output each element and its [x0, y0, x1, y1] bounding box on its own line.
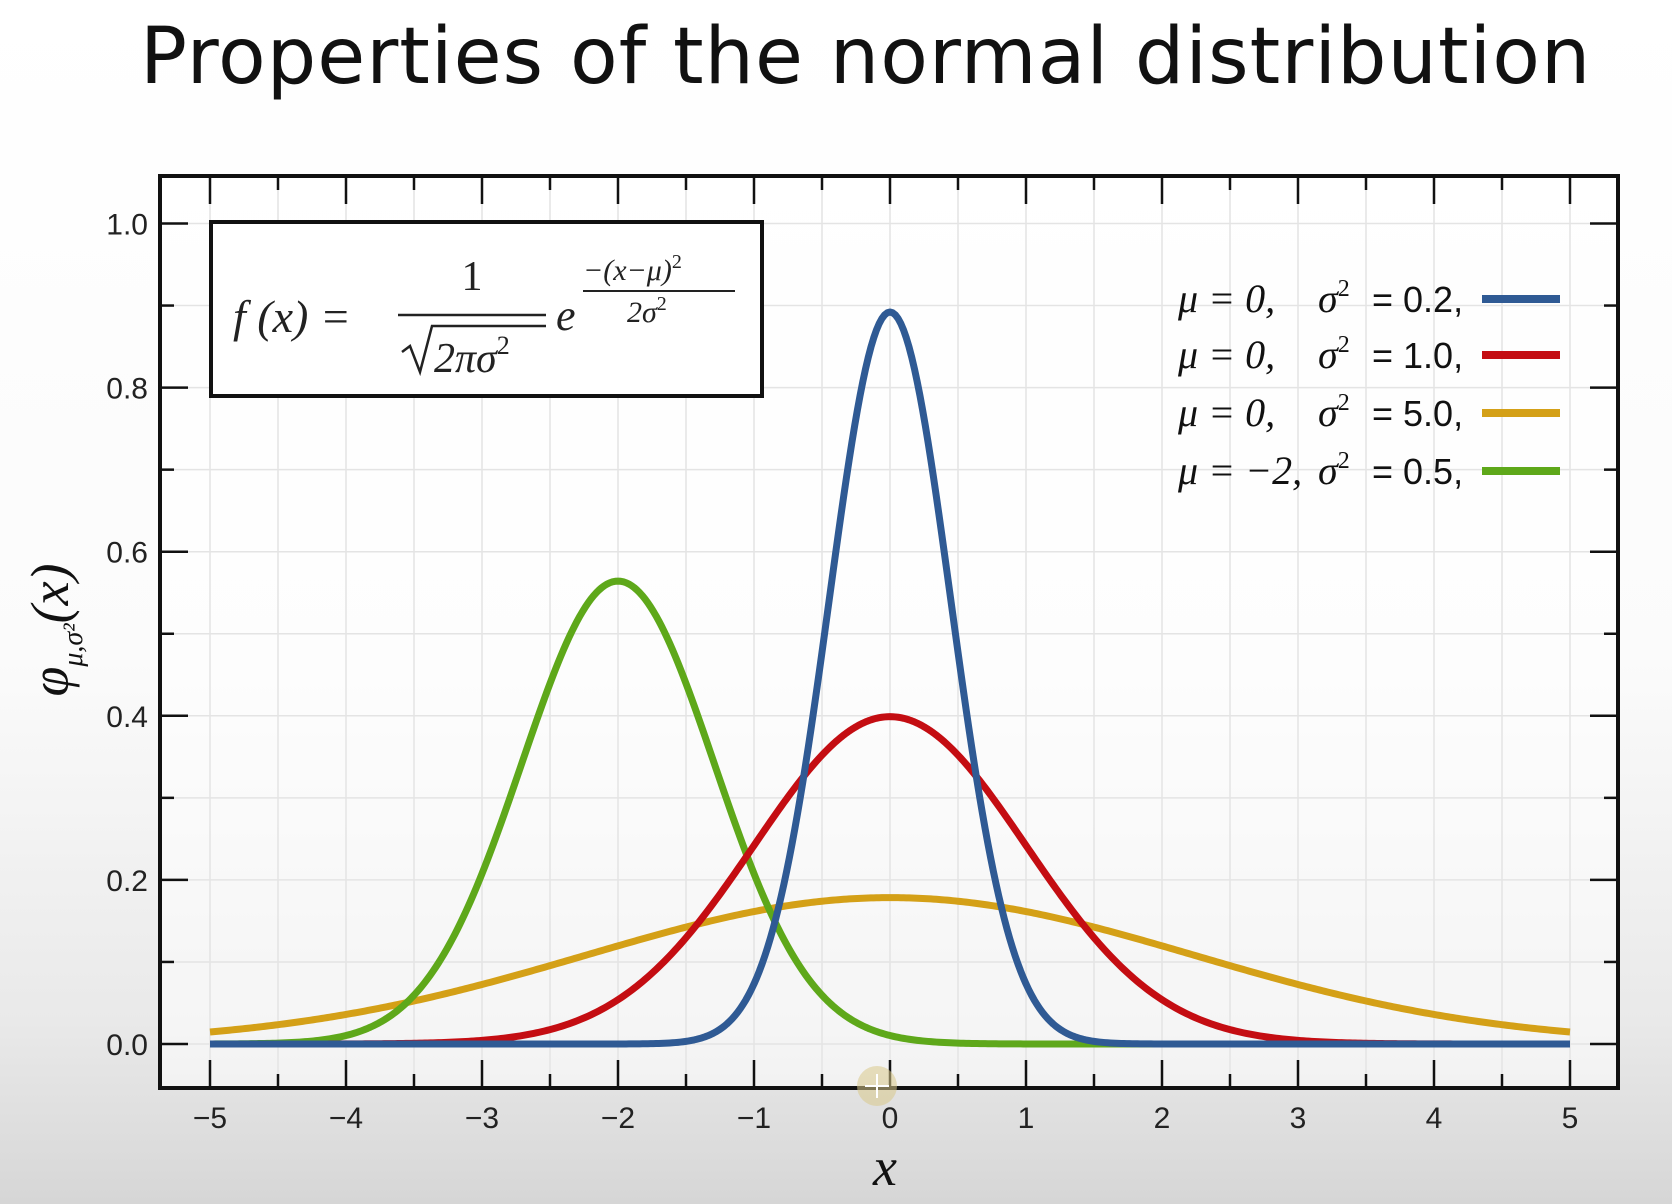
formula-denominator-exponent: 2 [497, 331, 510, 360]
slide-title: Properties of the normal distribution [140, 12, 1592, 102]
x-tick-label: 2 [1154, 1102, 1171, 1135]
y-tick-label: 0.0 [106, 1029, 148, 1062]
y-axis-label: φμ,σ²(x) [20, 563, 89, 696]
formula-lhs: f (x) = [233, 291, 351, 342]
y-axis-label-argument: (x) [20, 563, 80, 623]
curves [209, 308, 1571, 1048]
legend-value-label: = 5.0, [1372, 393, 1463, 434]
legend-sigma-label: σ2 [1318, 332, 1350, 377]
x-tick-label: −5 [193, 1102, 227, 1135]
legend-sigma-label: σ2 [1318, 276, 1350, 321]
legend-entry-1: μ = 0, σ2 = 0.2, [1177, 276, 1560, 321]
formula-exp-denominator-base: 2σ [627, 296, 658, 329]
x-tick-label: 3 [1290, 1102, 1307, 1135]
svg-text:φμ,σ²(x): φμ,σ²(x) [20, 563, 89, 696]
legend-value-label: = 1.0, [1372, 335, 1463, 376]
x-tick-label: −4 [329, 1102, 363, 1135]
x-tick-label: 0 [882, 1102, 899, 1135]
legend-entry-3: μ = 0, σ2 = 5.0, [1177, 390, 1560, 435]
legend-sigma-label: σ2 [1318, 448, 1350, 493]
formula-exp-numerator: −(x−μ)2 [583, 251, 682, 287]
x-tick-label: 1 [1018, 1102, 1035, 1135]
x-axis-label: x [872, 1137, 897, 1197]
formula-sqrt-sign [401, 324, 546, 377]
legend-mu-label: μ = 0, [1177, 332, 1275, 377]
legend-mu-label: μ = −2, [1177, 448, 1302, 493]
y-axis-label-subscript: μ,σ² [58, 623, 89, 668]
x-tick-label: 4 [1426, 1102, 1443, 1135]
legend: μ = 0, σ2 = 0.2, μ = 0, σ2 = 1.0, μ = 0, σ2 = 5.… [1177, 276, 1560, 493]
curve-series-3 [209, 894, 1571, 1036]
x-tick-label: −2 [601, 1102, 635, 1135]
x-tick-labels: −5 −4 −3 −2 −1 0 1 2 3 4 5 [193, 1102, 1578, 1135]
y-tick-label: 0.2 [106, 865, 148, 898]
formula-numerator: 1 [462, 254, 483, 300]
x-tick-label: −3 [465, 1102, 499, 1135]
formula-exp-denominator: 2σ2 [627, 293, 667, 329]
y-tick-label: 0.8 [106, 373, 148, 406]
formula-exp-numerator-exponent: 2 [672, 251, 682, 273]
legend-entry-4: μ = −2, σ2 = 0.5, [1177, 448, 1560, 493]
y-tick-label: 1.0 [106, 209, 148, 242]
formula-exp-denominator-exponent: 2 [657, 293, 667, 315]
formula-exp-numerator-base: −(x−μ) [583, 254, 672, 287]
legend-sigma-label: σ2 [1318, 390, 1350, 435]
y-tick-label: 0.4 [106, 701, 148, 734]
legend-mu-label: μ = 0, [1177, 390, 1275, 435]
formula-denominator-base: 2πσ [434, 336, 499, 382]
legend-entry-2: μ = 0, σ2 = 1.0, [1177, 332, 1560, 377]
y-tick-label: 0.6 [106, 537, 148, 570]
axis-ticks [160, 176, 1618, 1088]
legend-mu-label: μ = 0, [1177, 276, 1275, 321]
cursor-indicator [857, 1066, 897, 1106]
legend-value-label: = 0.5, [1372, 451, 1463, 492]
formula-denominator: 2πσ2 [434, 331, 510, 382]
x-tick-label: 5 [1562, 1102, 1579, 1135]
x-tick-label: −1 [737, 1102, 771, 1135]
y-axis-label-symbol: φ [20, 667, 80, 697]
formula-box: f (x) = 1 2πσ2 e −(x−μ)2 2σ2 [209, 220, 764, 398]
curve-series-1 [209, 308, 1571, 1048]
formula-frame [209, 220, 764, 398]
legend-value-label: = 0.2, [1372, 279, 1463, 320]
y-tick-labels: 0.0 0.2 0.4 0.6 0.8 1.0 [106, 209, 148, 1063]
formula-base: e [556, 291, 576, 340]
